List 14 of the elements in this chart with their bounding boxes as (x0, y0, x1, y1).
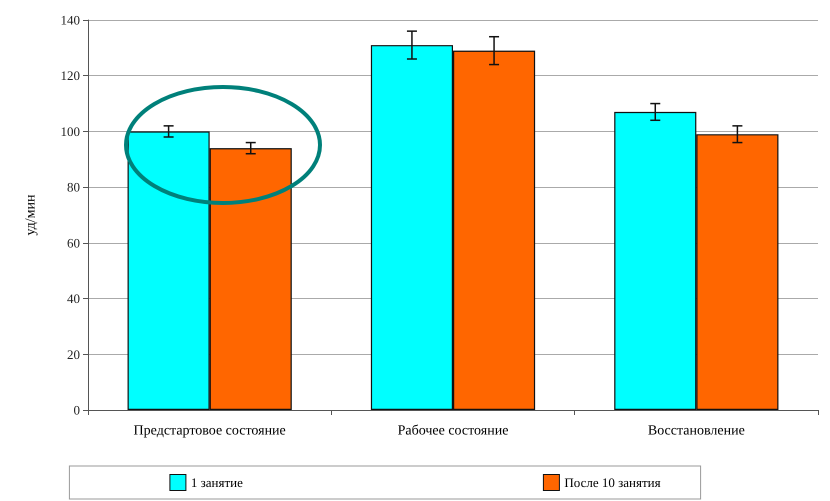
y-tick-label: 100 (60, 124, 80, 139)
y-tick-label: 80 (67, 180, 80, 195)
x-tick-label: Рабочее состояние (398, 424, 508, 438)
y-tick-label: 140 (60, 12, 80, 28)
legend-label: После 10 занятия (564, 475, 661, 490)
y-tick-label: 60 (67, 235, 80, 250)
y-tick-label: 40 (67, 291, 80, 306)
x-tick-label: Предстартовое состояние (134, 424, 286, 438)
y-tick-label: 20 (67, 346, 80, 362)
y-axis-title: уд/мин (24, 194, 38, 236)
y-tick-label: 120 (60, 68, 80, 84)
y-tick-label: 0 (74, 402, 80, 418)
legend-label: 1 занятие (190, 475, 244, 490)
x-tick-label: Восстановление (648, 424, 745, 438)
